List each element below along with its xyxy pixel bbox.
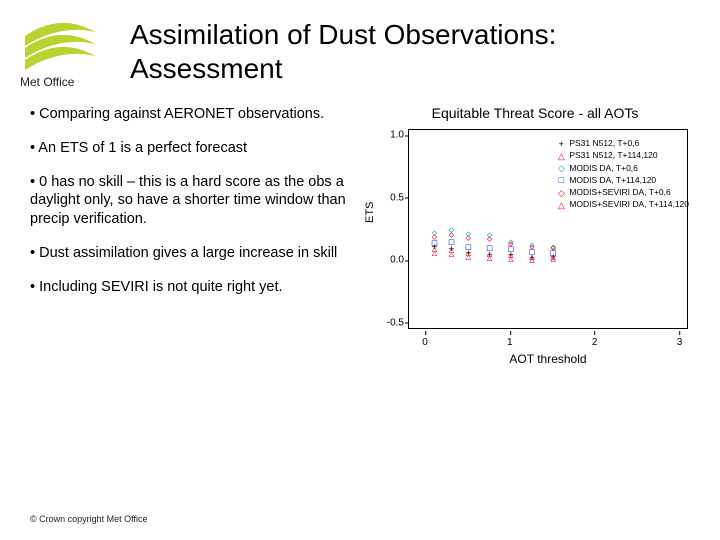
data-point: △ xyxy=(551,253,556,262)
bullet-list: • Comparing against AERONET observations… xyxy=(30,105,360,368)
legend-row: +PS31 N512, T+0,6 xyxy=(556,138,689,150)
logo-text: Met Office xyxy=(20,75,122,89)
data-point: △ xyxy=(449,247,454,256)
legend-row: □MODIS DA, T+114,120 xyxy=(556,174,689,186)
page-title: Assimilation of Dust Observations: Asses… xyxy=(122,18,700,85)
legend-marker: ◇ xyxy=(556,187,566,199)
data-point: △ xyxy=(432,246,437,255)
data-point: ◇ xyxy=(449,232,454,241)
chart-legend: +PS31 N512, T+0,6△PS31 N512, T+114,120◇M… xyxy=(556,138,689,211)
logo-swoosh xyxy=(20,18,100,73)
x-axis-label: AOT threshold xyxy=(408,352,688,366)
bullet-item: • An ETS of 1 is a perfect forecast xyxy=(30,139,360,157)
legend-label: MODIS DA, T+114,120 xyxy=(569,175,656,186)
data-point: △ xyxy=(508,252,513,261)
data-point: ◇ xyxy=(466,234,471,243)
legend-label: MODIS DA, T+0,6 xyxy=(569,163,638,174)
legend-label: PS31 N512, T+114,120 xyxy=(569,150,657,161)
data-point: △ xyxy=(466,249,471,258)
data-point: ◇ xyxy=(508,241,513,250)
y-axis-label: ETS xyxy=(364,202,376,223)
legend-marker: ◇ xyxy=(556,162,566,174)
legend-row: △PS31 N512, T+114,120 xyxy=(556,150,689,162)
legend-marker: △ xyxy=(556,199,566,211)
data-point: ◇ xyxy=(529,243,534,252)
y-tick: 0.0 xyxy=(370,255,404,266)
legend-row: ◇MODIS DA, T+0,6 xyxy=(556,162,689,174)
met-office-logo: Met Office xyxy=(20,18,122,89)
legend-label: MODIS+SEVIRI DA, T+114,120 xyxy=(569,199,689,210)
legend-marker: △ xyxy=(556,150,566,162)
legend-marker: + xyxy=(556,138,566,150)
bullet-item: • Comparing against AERONET observations… xyxy=(30,105,360,123)
ets-chart: +PS31 N512, T+0,6△PS31 N512, T+114,120◇M… xyxy=(370,123,700,368)
y-tick: 0.5 xyxy=(370,192,404,203)
legend-row: △MODIS+SEVIRI DA, T+114,120 xyxy=(556,199,689,211)
copyright-footer: © Crown copyright Met Office xyxy=(30,514,148,524)
data-point: △ xyxy=(529,253,534,262)
legend-label: MODIS+SEVIRI DA, T+0,6 xyxy=(569,187,670,198)
bullet-item: • Including SEVIRI is not quite right ye… xyxy=(30,278,360,296)
bullet-item: • 0 has no skill – this is a hard score … xyxy=(30,173,360,227)
legend-label: PS31 N512, T+0,6 xyxy=(569,138,639,149)
data-point: △ xyxy=(487,251,492,260)
plot-area: +PS31 N512, T+0,6△PS31 N512, T+114,120◇M… xyxy=(408,129,688,329)
y-tick: 1.0 xyxy=(370,130,404,141)
x-tick: 0 xyxy=(422,337,428,348)
x-tick: 2 xyxy=(592,337,598,348)
chart-title: Equitable Threat Score - all AOTs xyxy=(360,105,710,121)
data-point: ◇ xyxy=(487,236,492,245)
legend-row: ◇MODIS+SEVIRI DA, T+0,6 xyxy=(556,187,689,199)
x-tick: 3 xyxy=(677,337,683,348)
x-tick: 1 xyxy=(507,337,513,348)
y-tick: -0.5 xyxy=(370,317,404,328)
legend-marker: □ xyxy=(556,174,566,186)
bullet-item: • Dust assimilation gives a large increa… xyxy=(30,244,360,262)
data-point: ◇ xyxy=(432,233,437,242)
